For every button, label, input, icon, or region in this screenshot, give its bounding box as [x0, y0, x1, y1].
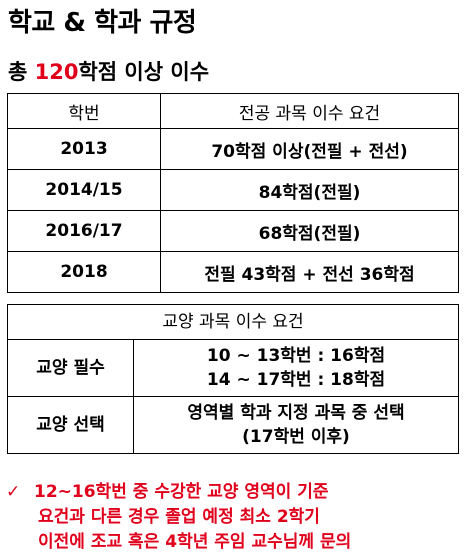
row-year: 2018 — [7, 251, 161, 293]
row-year: 2014/15 — [7, 169, 161, 211]
header-liberal-requirement: 교양 과목 이수 요건 — [7, 304, 459, 340]
note-line: 요건과 다른 경우 졸업 예정 최소 2학기 — [38, 507, 320, 527]
row-year: 2013 — [7, 128, 161, 170]
note-line: 이전에 조교 혹은 4학년 주임 교수님께 문의 — [38, 532, 352, 552]
detail-line: (17학번 이후) — [242, 427, 350, 447]
total-credits-suffix: 학점 이상 이수 — [78, 60, 210, 84]
table-row: 교양 선택 영역별 학과 지정 과목 중 선택 (17학번 이후) — [7, 396, 459, 454]
row-requirement: 68학점(전필) — [160, 210, 459, 252]
row-label: 교양 필수 — [7, 339, 134, 397]
row-detail: 10 ~ 13학번 : 16학점 14 ~ 17학번 : 18학점 — [133, 339, 459, 397]
table-row: 2014/15 84학점(전필) — [7, 169, 459, 211]
row-requirement: 전필 43학점 + 전선 36학점 — [160, 251, 459, 293]
total-credits-line: 총 120학점 이상 이수 — [8, 56, 209, 86]
detail-line: 14 ~ 17학번 : 18학점 — [206, 370, 386, 390]
note-line: 12~16학번 중 수강한 교양 영역이 기준 — [34, 482, 329, 502]
liberal-table-header: 교양 과목 이수 요건 — [7, 304, 459, 340]
detail-line: 영역별 학과 지정 과목 중 선택 — [187, 403, 405, 423]
check-icon: ✓ — [6, 482, 21, 502]
table-row: 2016/17 68학점(전필) — [7, 210, 459, 252]
header-student-year: 학번 — [7, 93, 161, 129]
detail-line: 10 ~ 13학번 : 16학점 — [206, 346, 386, 366]
table-row: 2013 70학점 이상(전필 + 전선) — [7, 128, 459, 170]
advisory-note: ✓ 12~16학번 중 수강한 교양 영역이 기준 요건과 다른 경우 졸업 예정… — [6, 480, 351, 555]
row-year: 2016/17 — [7, 210, 161, 252]
major-table-header: 학번 전공 과목 이수 요건 — [7, 93, 459, 129]
total-credits-prefix: 총 — [8, 60, 35, 84]
table-row: 교양 필수 10 ~ 13학번 : 16학점 14 ~ 17학번 : 18학점 — [7, 339, 459, 397]
header-major-requirement: 전공 과목 이수 요건 — [160, 93, 459, 129]
liberal-arts-requirements-table: 교양 과목 이수 요건 교양 필수 10 ~ 13학번 : 16학점 14 ~ … — [7, 304, 459, 454]
page-title: 학교 & 학과 규정 — [8, 8, 197, 38]
row-detail: 영역별 학과 지정 과목 중 선택 (17학번 이후) — [133, 396, 459, 454]
row-label: 교양 선택 — [7, 396, 134, 454]
total-credits-value: 120 — [34, 60, 79, 84]
major-requirements-table: 학번 전공 과목 이수 요건 2013 70학점 이상(전필 + 전선) 201… — [7, 93, 459, 293]
row-requirement: 84학점(전필) — [160, 169, 459, 211]
table-row: 2018 전필 43학점 + 전선 36학점 — [7, 251, 459, 293]
row-requirement: 70학점 이상(전필 + 전선) — [160, 128, 459, 170]
